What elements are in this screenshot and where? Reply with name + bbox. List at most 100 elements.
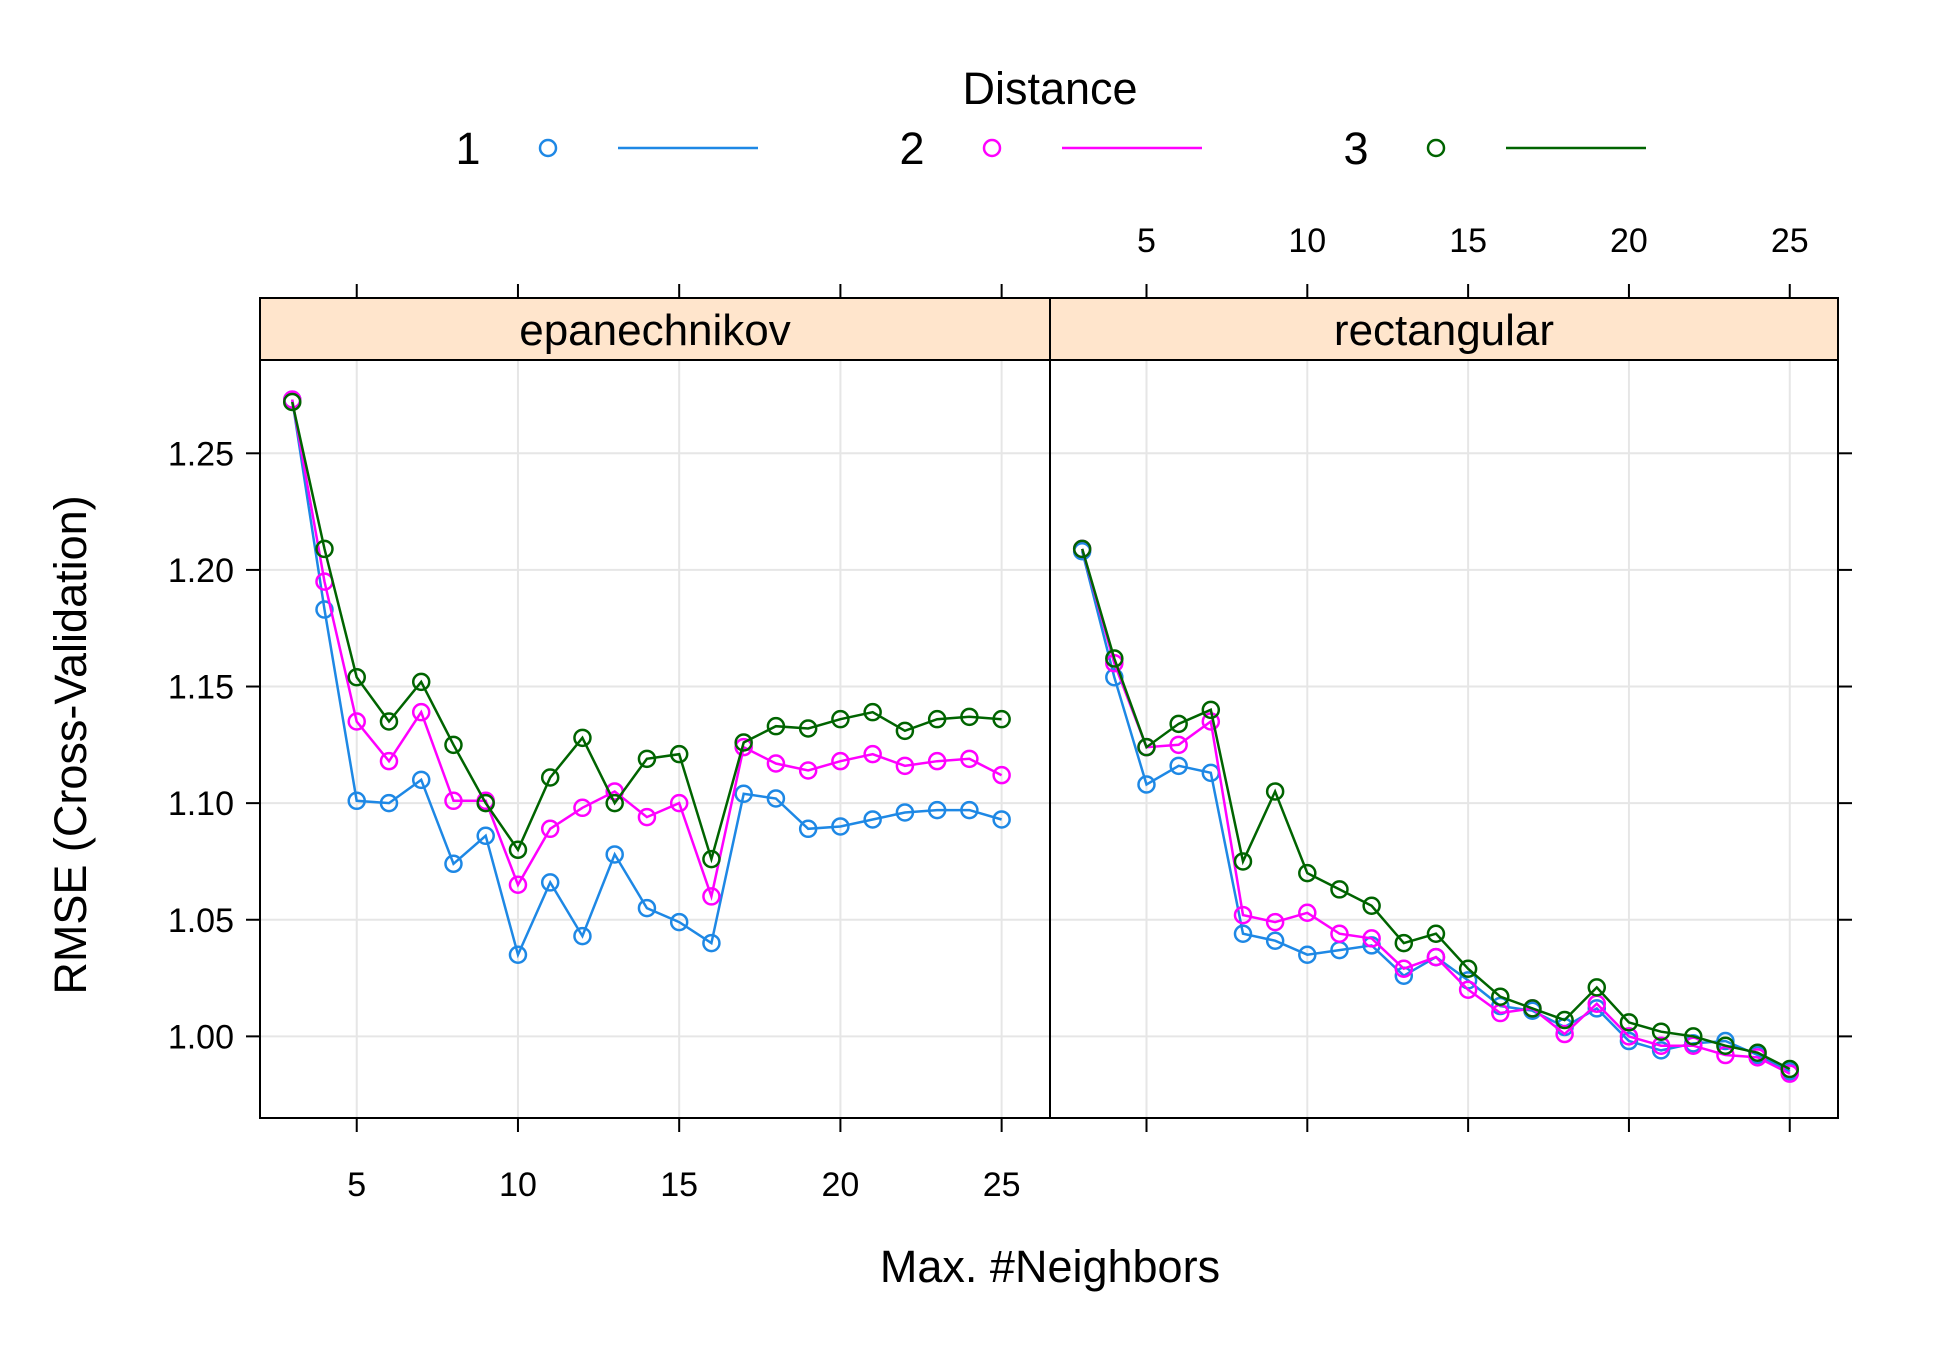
x-tick-label-top: 20: [1610, 222, 1648, 260]
data-point-2-9: [1265, 912, 1285, 932]
x-tick-label-top: 10: [1288, 222, 1326, 260]
data-point-2-14: [1426, 947, 1446, 967]
y-tick-label: 1.25: [168, 435, 234, 473]
series-line-3: [290, 401, 1002, 864]
data-point-3-21: [1651, 1022, 1671, 1041]
data-point-3-7: [411, 672, 431, 692]
data-point-2-21: [1651, 1036, 1671, 1055]
data-point-3-23: [927, 709, 947, 729]
data-point-2-15: [669, 793, 689, 813]
data-point-3-12: [573, 728, 592, 748]
data-point-2-17: [734, 737, 753, 757]
data-point-2-20: [1619, 1027, 1639, 1046]
data-point-2-20: [831, 751, 850, 771]
series-line-3: [1081, 548, 1791, 1071]
legend-label-1: 1: [455, 123, 480, 174]
data-point-3-8: [444, 735, 463, 755]
x-tick-label: 10: [499, 1166, 537, 1204]
data-point-1-10: [508, 945, 528, 964]
data-point-3-22: [895, 721, 915, 741]
data-point-1-25: [992, 810, 1011, 829]
data-point-3-21: [863, 702, 882, 722]
data-point-2-6: [1169, 735, 1188, 755]
panels: epanechnikov 5 10 15 20 25 1.00 1.05 1.10 1.15 1.2…: [168, 222, 1852, 1204]
y-tick-label: 1.15: [168, 669, 234, 707]
data-point-2-11: [1330, 924, 1349, 943]
series-line-1: [1080, 550, 1791, 1073]
data-point-3-25: [1780, 1059, 1800, 1079]
data-point-3-5: [347, 667, 366, 687]
x-tick-label-top: 5: [1137, 222, 1156, 260]
data-point-3-5: [1137, 737, 1156, 757]
data-point-1-23: [927, 800, 947, 820]
data-point-3-13: [605, 793, 624, 813]
data-point-3-16: [1491, 987, 1510, 1006]
strip-label: epanechnikov: [519, 306, 791, 355]
data-point-3-12: [1362, 896, 1381, 916]
data-point-3-3: [282, 392, 302, 412]
data-point-3-9: [1265, 782, 1285, 801]
data-point-3-13: [1394, 933, 1414, 953]
data-point-2-13: [1394, 959, 1414, 978]
data-point-1-20: [831, 817, 850, 836]
data-point-1-15: [669, 912, 689, 932]
data-point-3-6: [379, 712, 399, 731]
data-point-2-8: [444, 791, 463, 811]
data-point-2-8: [1233, 905, 1253, 925]
panel-epanechnikov: epanechnikov 5 10 15 20 25 1.00 1.05 1.10 1.15 1.2…: [168, 284, 1051, 1204]
data-point-3-15: [1458, 959, 1478, 978]
y-tick-label: 1.20: [168, 552, 234, 590]
data-point-2-15: [1458, 980, 1478, 999]
strip-label: rectangular: [1334, 306, 1554, 355]
y-tick-label: 1.05: [168, 902, 234, 940]
data-point-2-21: [863, 744, 882, 764]
data-point-2-22: [1684, 1036, 1703, 1055]
panel-border: [1049, 297, 1839, 1119]
y-tick-label: 1.10: [168, 785, 234, 823]
data-point-1-9: [476, 826, 495, 846]
data-point-1-8: [1233, 924, 1253, 943]
data-point-2-16: [702, 887, 721, 906]
data-point-1-6: [1169, 756, 1188, 776]
data-point-3-23: [1716, 1036, 1735, 1055]
x-axis-title: Max. #Neighbors: [880, 1241, 1220, 1292]
x-tick-label: 25: [983, 1166, 1021, 1204]
legend-marker-2: [982, 138, 1002, 158]
data-point-3-16: [702, 849, 721, 869]
data-point-2-22: [895, 756, 915, 776]
data-point-3-4: [315, 539, 334, 559]
data-point-1-8: [444, 854, 463, 874]
legend-label-3: 3: [1343, 123, 1368, 174]
data-point-3-11: [540, 768, 560, 787]
data-point-2-18: [1555, 1024, 1574, 1044]
data-point-1-21: [863, 810, 882, 829]
panel-rectangular: rectangular 5 10 15 20 25: [1049, 222, 1852, 1132]
data-point-3-3: [1072, 539, 1092, 559]
data-point-1-13: [605, 845, 624, 864]
data-point-3-19: [798, 719, 818, 738]
data-point-2-14: [637, 807, 657, 827]
data-point-1-22: [895, 803, 915, 822]
data-point-2-7: [411, 702, 431, 722]
data-point-2-25: [992, 765, 1011, 785]
y-axis-title: RMSE (Cross-Validation): [45, 495, 96, 994]
data-point-1-19: [1587, 999, 1607, 1018]
data-point-1-23: [1716, 1031, 1735, 1051]
data-point-1-19: [798, 819, 818, 839]
data-point-1-9: [1265, 931, 1285, 950]
data-point-3-4: [1105, 649, 1124, 668]
data-point-1-20: [1619, 1031, 1639, 1051]
data-point-3-15: [669, 744, 689, 764]
x-tick-label: 5: [347, 1166, 366, 1204]
data-point-2-6: [379, 751, 399, 771]
data-point-1-5: [1137, 775, 1156, 794]
data-point-3-20: [1619, 1013, 1639, 1032]
data-point-2-12: [1362, 929, 1381, 948]
legend-marker-3: [1426, 138, 1446, 158]
data-point-1-11: [540, 873, 560, 892]
x-tick-label-top: 25: [1771, 222, 1809, 260]
data-point-2-5: [347, 712, 366, 731]
data-point-2-18: [766, 754, 786, 773]
data-point-2-23: [927, 751, 947, 771]
legend-title: Distance: [962, 63, 1137, 114]
